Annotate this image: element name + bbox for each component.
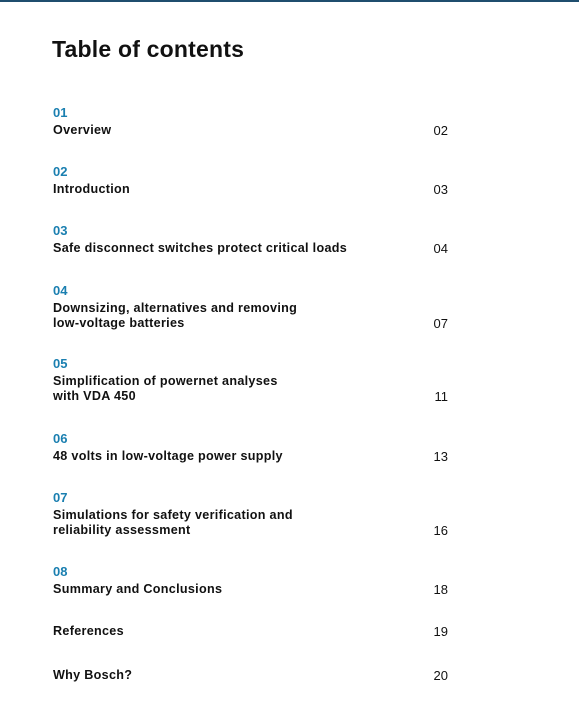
section-number: 08 [53,564,68,579]
section-number: 01 [53,105,68,120]
top-rule [0,0,579,2]
entry-title: Why Bosch? [53,668,133,682]
entry-title: with VDA 450 [53,388,136,403]
entry-title: Summary and Conclusions [53,582,223,596]
entry-title: Introduction [53,182,131,196]
page-number: 07 [433,315,448,331]
page-number: 13 [433,449,448,464]
page-number: 03 [433,182,448,197]
entry-title: References [53,624,124,638]
entry-title: Downsizing, alternatives and removing [53,301,298,315]
entry-title: Overview [53,123,112,137]
page-number: 18 [433,582,448,597]
section-number: 07 [53,490,68,505]
entry-title: reliability assessment [53,522,191,537]
section-number: 03 [53,223,68,238]
entry-title: Safe disconnect switches protect critica… [53,241,348,255]
entry-title: 48 volts in low-voltage power supply [53,449,283,463]
section-number: 04 [53,283,68,298]
entry-title: Simulations for safety verification and [53,508,293,522]
section-number: 05 [53,356,68,371]
page-number: 04 [433,241,448,256]
page-number: 20 [433,668,448,683]
section-number: 02 [53,164,68,179]
toc-title: Table of contents [52,36,245,62]
page-number: 02 [433,123,448,138]
page-number: 16 [433,522,448,538]
entry-title: low-voltage batteries [53,315,185,330]
section-number: 06 [53,431,68,446]
page-number: 11 [434,388,449,404]
page-number: 19 [433,624,448,639]
entry-title: Simplification of powernet analyses [53,374,278,388]
